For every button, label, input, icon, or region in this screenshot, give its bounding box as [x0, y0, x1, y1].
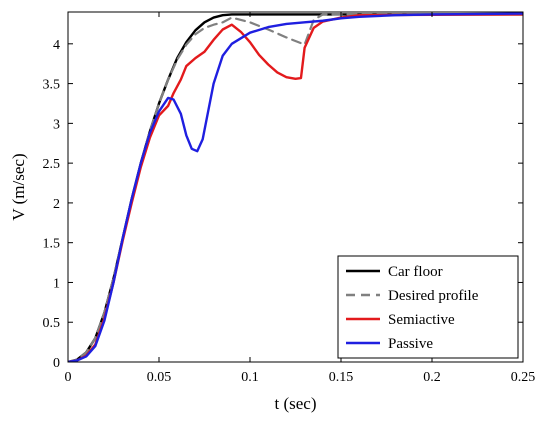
- y-tick-label: 1: [53, 276, 60, 291]
- x-tick-label: 0.15: [329, 370, 354, 385]
- y-tick-label: 0: [53, 356, 60, 371]
- y-tick-label: 2: [53, 197, 60, 212]
- y-tick-label: 0.5: [43, 316, 61, 331]
- y-tick-label: 3: [53, 117, 60, 132]
- legend-label: Desired profile: [388, 288, 479, 304]
- y-axis-label: V (m/sec): [9, 153, 28, 220]
- series-line-passive: [68, 12, 523, 362]
- y-tick-label: 4: [53, 38, 60, 53]
- legend: Car floor Desired profile Semiactive Passiv…: [337, 255, 519, 359]
- plot-frame: [67, 11, 524, 363]
- x-tick-label: 0.2: [423, 370, 441, 385]
- series-line-car-floor: [68, 13, 523, 362]
- series-line-desired-profile: [68, 13, 523, 362]
- x-axis-label: t (sec): [274, 394, 316, 413]
- x-tick-label: 0: [65, 370, 72, 385]
- x-tick-label: 0.05: [147, 370, 172, 385]
- y-tick-label: 2.5: [43, 157, 61, 172]
- legend-label: Semiactive: [388, 312, 455, 328]
- y-tick-label: 1.5: [43, 237, 61, 252]
- x-tick-label: 0.25: [511, 370, 536, 385]
- y-tick-label: 3.5: [43, 78, 61, 93]
- x-tick-label: 0.1: [241, 370, 259, 385]
- legend-label: Passive: [388, 336, 433, 352]
- legend-label: Car floor: [388, 264, 443, 280]
- legend-box: [337, 255, 519, 359]
